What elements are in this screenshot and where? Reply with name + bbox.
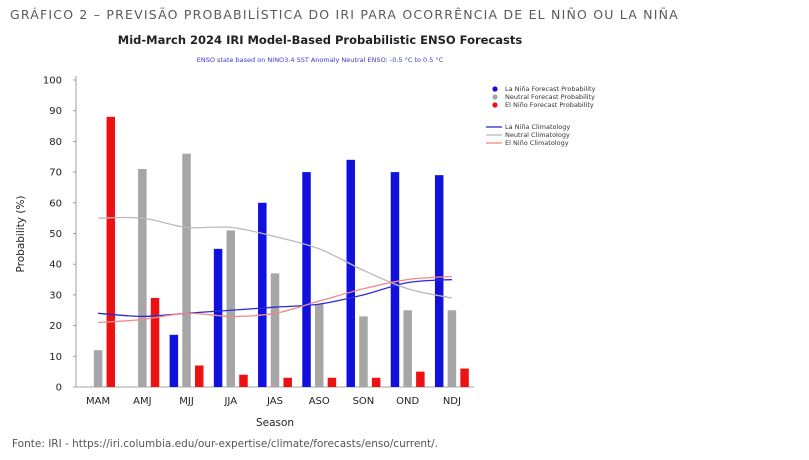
y-tick-label: 0 bbox=[56, 383, 62, 394]
chart-bars bbox=[93, 116, 469, 387]
neutral-forecast-probability-bar bbox=[447, 310, 457, 387]
y-tick-label: 30 bbox=[49, 290, 62, 301]
el-nino-forecast-probability-bar bbox=[416, 371, 425, 387]
el-nino-forecast-probability-bar bbox=[327, 377, 337, 387]
x-tick-label: NDJ bbox=[443, 396, 461, 407]
la-nina-forecast-probability-bar bbox=[346, 159, 355, 387]
chart-title: Mid-March 2024 IRI Model-Based Probabili… bbox=[118, 33, 523, 47]
legend-label-neutral-climatology: Neutral Climatology bbox=[505, 131, 570, 139]
neutral-forecast-probability-bar bbox=[138, 169, 147, 387]
la-nina-climatology-line bbox=[98, 278, 452, 318]
x-tick-label: JJA bbox=[223, 396, 237, 407]
el-nino-forecast-probability-bar bbox=[239, 374, 248, 387]
x-tick-label: JAS bbox=[266, 396, 283, 407]
legend-marker-la-nina-forecast-probability bbox=[492, 86, 498, 92]
la-nina-forecast-probability-bar bbox=[302, 172, 311, 387]
source-note: Fonte: IRI - https://iri.columbia.edu/ou… bbox=[12, 438, 439, 450]
neutral-forecast-probability-bar bbox=[182, 153, 191, 387]
x-tick-label: SON bbox=[353, 396, 375, 407]
y-tick-label: 10 bbox=[49, 352, 62, 363]
el-nino-forecast-probability-bar bbox=[460, 368, 469, 387]
chart-lines bbox=[98, 216, 453, 324]
neutral-forecast-probability-bar bbox=[93, 350, 103, 387]
neutral-forecast-probability-bar bbox=[359, 316, 368, 387]
el-nino-forecast-probability-bar bbox=[371, 377, 381, 387]
x-tick-label: MAM bbox=[86, 396, 110, 407]
y-tick-label: 40 bbox=[49, 260, 62, 271]
y-tick-label: 90 bbox=[49, 106, 62, 117]
x-tick-label: OND bbox=[396, 396, 419, 407]
el-nino-forecast-probability-bar bbox=[195, 365, 204, 387]
la-nina-forecast-probability-bar bbox=[390, 172, 400, 387]
legend-marker-neutral-forecast-probability bbox=[492, 94, 498, 100]
legend-label-la-nina-climatology: La Niña Climatology bbox=[505, 123, 570, 131]
neutral-forecast-probability-bar bbox=[403, 310, 412, 387]
el-nino-forecast-probability-bar bbox=[106, 116, 116, 387]
x-tick-label: AMJ bbox=[133, 396, 151, 407]
x-axis-label: Season bbox=[256, 417, 294, 429]
neutral-forecast-probability-bar bbox=[314, 304, 324, 387]
y-tick-label: 60 bbox=[49, 198, 62, 209]
y-axis-label: Probability (%) bbox=[15, 195, 27, 272]
la-nina-forecast-probability-bar bbox=[169, 334, 179, 387]
legend-label-la-nina-forecast-probability: La Niña Forecast Probability bbox=[505, 85, 596, 93]
figure-heading: GRÁFICO 2 – PREVISÃO PROBABILÍSTICA DO I… bbox=[10, 7, 679, 22]
y-tick-label: 100 bbox=[43, 76, 62, 87]
el-nino-forecast-probability-bar bbox=[283, 377, 292, 387]
neutral-climatology-line bbox=[98, 216, 453, 299]
la-nina-forecast-probability-bar bbox=[213, 248, 223, 387]
legend-label-neutral-forecast-probability: Neutral Forecast Probability bbox=[505, 93, 595, 101]
neutral-forecast-probability-bar bbox=[226, 230, 236, 387]
la-nina-forecast-probability-bar bbox=[434, 175, 444, 387]
chart-axes: 0 10 20 30 40 50 60 70 80 90 100 MAM AMJ MJJ JJA JAS ASO… bbox=[43, 76, 474, 407]
legend-label-el-nino-forecast-probability: El Niño Forecast Probability bbox=[505, 101, 594, 109]
x-tick-label: ASO bbox=[309, 396, 330, 407]
y-tick-label: 70 bbox=[49, 168, 62, 179]
el-nino-climatology-line bbox=[98, 275, 452, 324]
y-tick-label: 50 bbox=[49, 229, 62, 240]
legend-marker-el-nino-forecast-probability bbox=[492, 102, 498, 108]
la-nina-forecast-probability-bar bbox=[258, 202, 267, 387]
neutral-forecast-probability-bar bbox=[270, 273, 280, 387]
y-tick-label: 20 bbox=[49, 321, 62, 332]
el-nino-forecast-probability-bar bbox=[150, 297, 160, 387]
y-tick-label: 80 bbox=[49, 137, 62, 148]
chart-subtitle: ENSO state based on NINO3.4 SST Anomaly … bbox=[197, 56, 444, 64]
x-tick-label: MJJ bbox=[179, 396, 194, 407]
legend-label-el-nino-climatology: El Niño Climatology bbox=[505, 139, 569, 147]
